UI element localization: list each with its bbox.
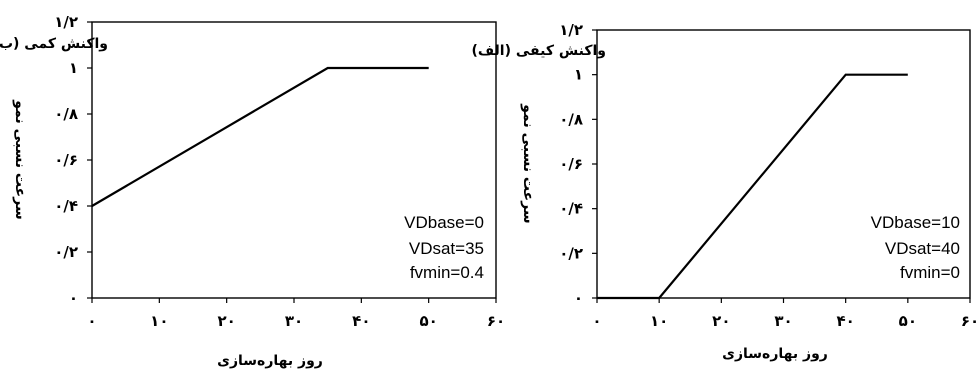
- parameter-annotation: VDsat=40: [885, 239, 960, 258]
- parameter-annotation: fvmin=0.4: [410, 263, 484, 282]
- y-axis-label: سرعت نسبی نمو: [520, 103, 536, 223]
- y-tick-label: ۰/۲: [559, 244, 583, 262]
- x-tick-label: ۳۰: [774, 312, 792, 330]
- x-tick-label: ۲۰: [218, 312, 236, 330]
- y-tick-label: ۰/۴: [559, 200, 583, 218]
- x-tick-label: ۵۰: [899, 312, 917, 330]
- x-tick-label: ۲۰: [712, 312, 730, 330]
- x-tick-label: ۱۰: [150, 312, 168, 330]
- chart-title: واکنش کمی (ب): [0, 36, 108, 52]
- x-tick-label: ۱۰: [650, 312, 668, 330]
- y-tick-label: ۰/۶: [54, 151, 78, 169]
- y-tick-label: ۰: [574, 289, 583, 307]
- series-line: [91, 66, 429, 207]
- parameter-annotation: fvmin=0: [900, 263, 960, 282]
- y-tick-label: ۰/۸: [54, 105, 78, 123]
- x-tick-label: ۴۰: [837, 312, 855, 330]
- chart-title: واکنش کیفی (الف): [471, 43, 606, 59]
- y-tick-label: ۱: [574, 66, 583, 84]
- x-tick-label: ۰: [87, 312, 96, 330]
- y-tick-label: ۱/۲: [559, 21, 583, 39]
- parameter-annotation: VDsat=35: [409, 239, 484, 258]
- x-tick-label: ۳۰: [285, 312, 303, 330]
- x-axis-label: روز بهاره‌سازی: [217, 353, 323, 369]
- y-tick-label: ۰/۶: [559, 155, 583, 173]
- y-tick-label: ۰: [69, 289, 78, 307]
- y-tick-label: ۱: [69, 59, 78, 77]
- x-axis-label: روز بهاره‌سازی: [722, 346, 828, 362]
- x-tick-label: ۴۰: [352, 312, 370, 330]
- parameter-annotation: VDbase=10: [871, 213, 960, 232]
- y-tick-label: ۰/۲: [54, 243, 78, 261]
- x-tick-label: ۵۰: [420, 312, 438, 330]
- x-tick-label: ۶۰: [487, 312, 505, 330]
- x-tick-label: ۶۰: [961, 312, 979, 330]
- y-tick-label: ۱/۲: [54, 13, 78, 31]
- x-tick-label: ۰: [592, 312, 601, 330]
- y-axis-label: سرعت نسبی نمو: [12, 99, 28, 219]
- y-tick-label: ۰/۸: [559, 110, 583, 128]
- y-tick-label: ۰/۴: [54, 197, 78, 215]
- parameter-annotation: VDbase=0: [404, 213, 484, 232]
- chart-panel-1: ۰ ۰/۲ ۰/۴ ۰/۶ ۰/۸ ۱ ۱/۲ ۰ ۱۰ ۲۰ ۳۰ ۴۰ ۵۰ ۶۰ واکنش کمی …: [0, 13, 505, 369]
- series-line: [597, 73, 908, 300]
- chart-panel-2: ۰ ۰/۲ ۰/۴ ۰/۶ ۰/۸ ۱ ۱/۲ ۰ ۱۰ ۲۰ ۳۰ ۴۰ ۵۰ ۶۰ واکنش کیفی…: [471, 21, 979, 362]
